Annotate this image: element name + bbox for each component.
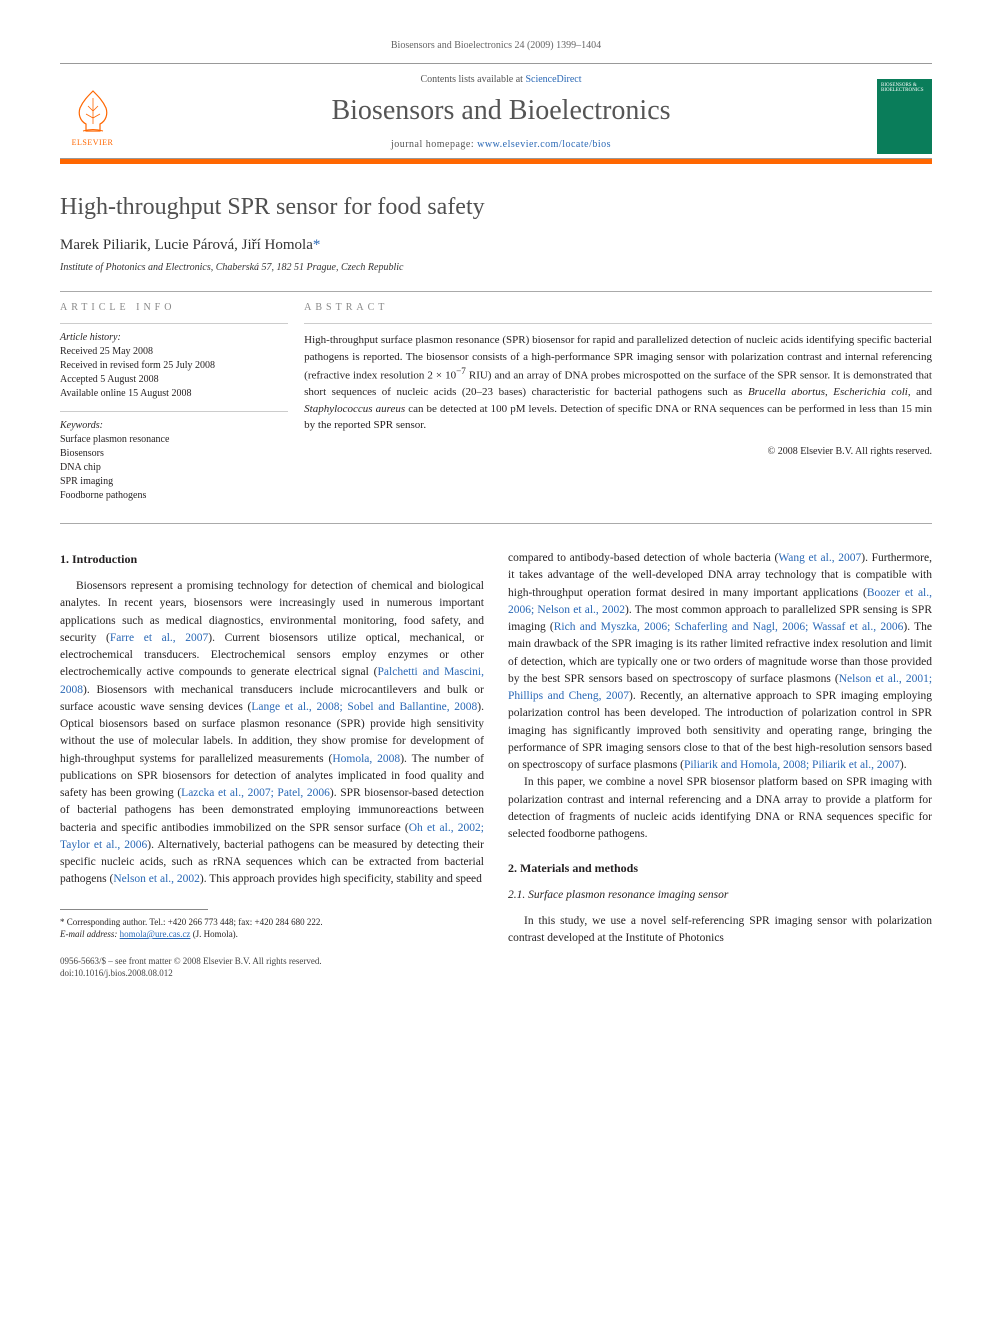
elsevier-tree-icon [68,86,118,136]
homepage-link[interactable]: www.elsevier.com/locate/bios [477,139,611,150]
intro-paragraph: Biosensors represent a promising technol… [60,578,484,889]
journal-header: ELSEVIER Contents lists available at Sci… [60,63,932,159]
homepage-line: journal homepage: www.elsevier.com/locat… [125,139,877,150]
methods-paragraph: In this study, we use a novel self-refer… [508,913,932,948]
text: compared to antibody-based detection of … [508,552,778,564]
email-line: E-mail address: homola@ure.cas.cz (J. Ho… [60,928,484,941]
citation-line: Biosensors and Bioelectronics 24 (2009) … [60,40,932,51]
abstract-em: Staphylococcus aureus [304,403,405,415]
keyword: Biosensors [60,447,288,461]
keywords-block: Keywords: Surface plasmon resonance Bios… [60,411,288,503]
intro-paragraph-2: In this paper, we combine a novel SPR bi… [508,774,932,843]
citation-ref[interactable]: Lange et al., 2008; Sobel and Ballantine… [251,701,477,713]
contents-line: Contents lists available at ScienceDirec… [125,74,877,85]
history-line: Available online 15 August 2008 [60,387,288,401]
paper-title: High-throughput SPR sensor for food safe… [60,194,932,221]
corresponding-mark: * [313,237,321,253]
keyword: SPR imaging [60,475,288,489]
orange-divider [60,159,932,164]
footnote-separator [60,909,208,910]
abstract-part: , and [908,386,932,398]
corresponding-footnote: * Corresponding author. Tel.: +420 266 7… [60,916,484,941]
elsevier-logo: ELSEVIER [60,79,125,154]
left-column: 1. Introduction Biosensors represent a p… [60,550,484,980]
article-info-header: article info [60,302,288,313]
history-line: Received in revised form 25 July 2008 [60,359,288,373]
text: ). This approach provides high specifici… [200,873,482,885]
article-info-col: article info Article history: Received 2… [60,292,304,523]
elsevier-label: ELSEVIER [72,138,114,147]
citation-ref[interactable]: Piliarik and Homola, 2008; Piliarik et a… [684,759,900,771]
citation-ref[interactable]: Farre et al., 2007 [110,632,208,644]
history-title: Article history: [60,332,288,343]
abstract-copyright: © 2008 Elsevier B.V. All rights reserved… [304,444,932,459]
header-center: Contents lists available at ScienceDirec… [125,74,877,158]
history-line: Accepted 5 August 2008 [60,373,288,387]
info-abstract-row: article info Article history: Received 2… [60,291,932,524]
intro-continuation: compared to antibody-based detection of … [508,550,932,774]
citation-ref[interactable]: Rich and Myszka, 2006; Schaferling and N… [554,621,904,633]
citation-ref[interactable]: Homola, 2008 [332,753,400,765]
right-column: compared to antibody-based detection of … [508,550,932,980]
section-2-heading: 2. Materials and methods [508,859,932,877]
authors-line: Marek Piliarik, Lucie Párová, Jiří Homol… [60,237,932,254]
abstract-header: abstract [304,302,932,313]
abstract-text: High-throughput surface plasmon resonanc… [304,323,932,459]
corr-line: * Corresponding author. Tel.: +420 266 7… [60,916,484,929]
article-history-block: Article history: Received 25 May 2008 Re… [60,323,288,401]
citation-ref[interactable]: Lazcka et al., 2007; Patel, 2006 [181,787,330,799]
front-matter-line: 0956-5663/$ – see front matter © 2008 El… [60,955,484,968]
section-1-heading: 1. Introduction [60,550,484,568]
keywords-title: Keywords: [60,420,288,431]
keyword: Foodborne pathogens [60,489,288,503]
keyword: DNA chip [60,461,288,475]
journal-title: Biosensors and Bioelectronics [125,95,877,127]
doi-line: doi:10.1016/j.bios.2008.08.012 [60,967,484,980]
abstract-em: Brucella abortus [748,386,825,398]
contents-prefix: Contents lists available at [420,74,525,85]
bottom-meta: 0956-5663/$ – see front matter © 2008 El… [60,955,484,980]
cover-thumb-label: BIOSENSORS & BIOELECTRONICS [881,83,928,94]
history-line: Received 25 May 2008 [60,345,288,359]
affiliation: Institute of Photonics and Electronics, … [60,262,932,273]
abstract-col: abstract High-throughput surface plasmon… [304,292,932,523]
body-columns: 1. Introduction Biosensors represent a p… [60,550,932,980]
homepage-prefix: journal homepage: [391,139,477,150]
email-label: E-mail address: [60,929,120,939]
subsection-2-1-heading: 2.1. Surface plasmon resonance imaging s… [508,887,932,904]
email-suffix: (J. Homola). [190,929,238,939]
abstract-em: Escherichia coli [833,386,908,398]
citation-ref[interactable]: Nelson et al., 2002 [113,873,200,885]
keyword: Surface plasmon resonance [60,433,288,447]
sciencedirect-link[interactable]: ScienceDirect [525,74,581,85]
authors-names: Marek Piliarik, Lucie Párová, Jiří Homol… [60,237,313,253]
abstract-sup: −7 [456,366,466,376]
email-link[interactable]: homola@ure.cas.cz [120,929,191,939]
citation-ref[interactable]: Wang et al., 2007 [778,552,861,564]
text: ). [900,759,907,771]
cover-thumbnail: BIOSENSORS & BIOELECTRONICS [877,79,932,154]
